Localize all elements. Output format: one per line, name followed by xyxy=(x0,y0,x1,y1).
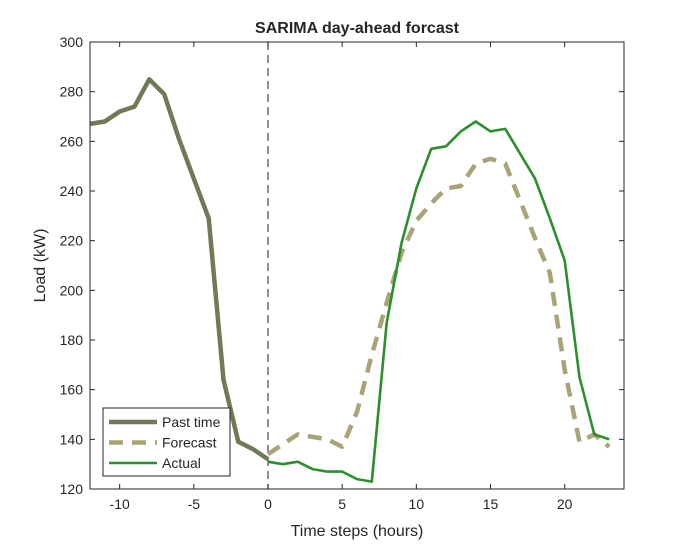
x-tick-label: 0 xyxy=(264,496,272,512)
plot-area: -10 -5 0 5 10 15 20 120 140 160 180 200 220 240 260 280… xyxy=(60,34,625,512)
legend: Past time Forecast Actual xyxy=(102,407,231,477)
series-line-forecast xyxy=(266,156,611,457)
series-line-past-time xyxy=(89,77,270,462)
y-tick-label: 280 xyxy=(60,84,84,100)
legend-box xyxy=(102,407,231,477)
y-tick-label: 160 xyxy=(60,382,84,398)
x-tick-label: 5 xyxy=(338,496,346,512)
plot-frame xyxy=(89,41,625,490)
y-tick-label: 240 xyxy=(60,183,84,199)
x-tick-label: -5 xyxy=(188,496,201,512)
x-tick-label: 15 xyxy=(483,496,499,512)
y-axis-label: Load (kW) xyxy=(32,229,49,303)
series-line-actual xyxy=(267,120,610,483)
y-tick-label: 200 xyxy=(60,282,84,298)
legend-label: Past time xyxy=(162,414,221,430)
y-tick-label: 260 xyxy=(60,133,84,149)
y-tick-label: 300 xyxy=(60,34,84,50)
x-tick-label: 20 xyxy=(557,496,573,512)
x-tick-label: -10 xyxy=(110,496,130,512)
y-tick-label: 120 xyxy=(60,481,84,497)
chart-title: SARIMA day-ahead forcast xyxy=(255,20,460,37)
legend-label: Actual xyxy=(162,455,201,471)
y-tick-label: 220 xyxy=(60,233,84,249)
y-tick-label: 140 xyxy=(60,431,84,447)
legend-label: Forecast xyxy=(162,435,217,451)
x-axis-label: Time steps (hours) xyxy=(291,523,424,540)
x-tick-label: 10 xyxy=(409,496,425,512)
y-tick-label: 180 xyxy=(60,332,84,348)
